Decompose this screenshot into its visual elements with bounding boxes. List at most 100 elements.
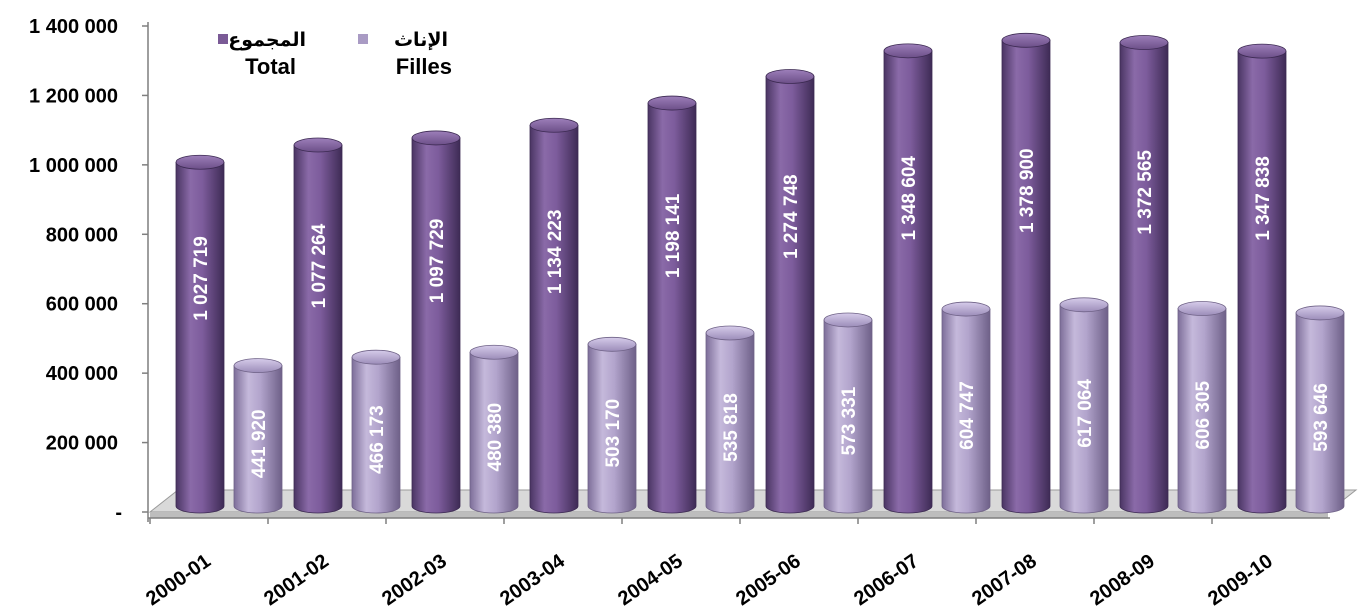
bar-cap <box>469 344 519 360</box>
x-tick-label: 2006-07 <box>850 550 923 610</box>
y-tick-label: 1 400 000 <box>29 16 118 38</box>
y-tick-label: 600 000 <box>46 294 118 316</box>
bar-filles-2006-07 <box>941 301 991 514</box>
bar-filles-2001-02 <box>351 349 401 514</box>
x-tick-label: 2004-05 <box>614 550 687 610</box>
data-label: 573 331 <box>839 386 860 455</box>
x-tick-label: 2002-03 <box>378 550 451 610</box>
legend-label-fr: Filles <box>396 54 452 79</box>
bar-cap <box>175 154 225 170</box>
x-tick-label: 2000-01 <box>142 550 215 610</box>
data-label: 1 097 729 <box>427 219 448 304</box>
bar-body <box>351 356 401 514</box>
bar-cap <box>411 130 461 146</box>
bar-body <box>1001 39 1051 514</box>
data-label: 503 170 <box>603 399 624 468</box>
bar-cap <box>1119 35 1169 50</box>
bar-cap <box>293 137 343 153</box>
bar-body <box>175 161 225 514</box>
bar-cap <box>351 349 401 365</box>
bar-cap <box>765 69 815 84</box>
bar-body <box>587 343 637 514</box>
x-tick-label: 2003-04 <box>496 550 569 611</box>
bar-body <box>941 308 991 514</box>
data-label: 593 646 <box>1311 383 1332 452</box>
bar-total-2000-01 <box>175 154 225 514</box>
x-tick-label: 2001-02 <box>260 550 333 610</box>
bar-total-2009-10 <box>1237 43 1287 514</box>
bars <box>175 32 1345 514</box>
x-tick-label: 2008-09 <box>1086 550 1159 610</box>
bar-body <box>765 76 815 514</box>
bar-body <box>1295 312 1345 514</box>
bar-body <box>705 332 755 514</box>
bar-filles-2000-01 <box>233 358 283 514</box>
bar-filles-2007-08 <box>1059 297 1109 514</box>
bar-total-2004-05 <box>647 95 697 514</box>
bar-body <box>1119 42 1169 514</box>
bar-filles-2002-03 <box>469 344 519 514</box>
y-tick-label: 1 000 000 <box>29 155 118 177</box>
data-label: 480 380 <box>485 403 506 472</box>
data-label: 1 027 719 <box>191 236 212 321</box>
legend: المجموع Total الإناث Filles <box>218 29 452 79</box>
bar-filles-2004-05 <box>705 325 755 514</box>
bar-cap <box>1237 43 1287 59</box>
data-label: 441 920 <box>249 409 270 478</box>
bar-body <box>529 124 579 514</box>
bar-total-2003-04 <box>529 117 579 514</box>
bar-body <box>469 351 519 514</box>
bar-body <box>293 144 343 514</box>
bar-total-2008-09 <box>1119 35 1169 514</box>
data-label: 1 274 748 <box>781 174 802 259</box>
data-label: 1 134 223 <box>545 210 566 295</box>
data-label: 1 348 604 <box>899 156 920 241</box>
bar-cap <box>705 325 755 341</box>
data-label: 535 818 <box>721 393 742 462</box>
bar-body <box>1237 50 1287 514</box>
y-tick-label: 200 000 <box>46 433 118 455</box>
bar-cap <box>233 358 283 373</box>
bar-body <box>883 50 933 514</box>
bar-cap <box>883 43 933 59</box>
bar-total-2007-08 <box>1001 32 1051 514</box>
bar-body <box>411 137 461 514</box>
data-label: 1 347 838 <box>1253 156 1274 241</box>
legend-label-fr: Total <box>245 54 296 79</box>
legend-swatch <box>218 34 228 44</box>
bar-filles-2009-10 <box>1295 305 1345 514</box>
bar-cap <box>647 95 697 111</box>
bar-cap <box>823 312 873 328</box>
data-label: 1 378 900 <box>1017 148 1038 233</box>
data-label: 1 372 565 <box>1135 150 1156 235</box>
legend-label-ar: المجموع <box>228 29 306 51</box>
data-label: 466 173 <box>367 405 388 474</box>
bar-body <box>1177 308 1227 514</box>
legend-item-filles: الإناث Filles <box>358 29 452 79</box>
bar-cap <box>1295 305 1345 321</box>
data-label: 604 747 <box>957 381 978 450</box>
y-tick-label: 1 200 000 <box>29 85 118 107</box>
data-label: 606 305 <box>1193 380 1214 449</box>
bar-cap <box>529 117 579 133</box>
y-tick-label: - <box>115 502 122 524</box>
bar-cap <box>1059 297 1109 313</box>
x-tick-label: 2005-06 <box>732 550 805 610</box>
x-tick-label: 2007-08 <box>968 550 1041 610</box>
bar-body <box>1059 304 1109 514</box>
bar-body <box>823 319 873 514</box>
legend-label-ar: الإناث <box>394 29 448 51</box>
floor-edge <box>150 512 1328 518</box>
legend-swatch <box>358 34 368 44</box>
bar-cap <box>587 336 637 352</box>
bar-filles-2008-09 <box>1177 301 1227 514</box>
bar-total-2001-02 <box>293 137 343 514</box>
bar-body <box>647 102 697 514</box>
bar-filles-2003-04 <box>587 336 637 514</box>
y-tick-label: 400 000 <box>46 363 118 385</box>
bar-filles-2005-06 <box>823 312 873 514</box>
data-label: 1 077 264 <box>309 223 330 308</box>
data-labels: 1 027 719 441 920 1 077 264 466 173 1 097 72… <box>191 148 1332 478</box>
